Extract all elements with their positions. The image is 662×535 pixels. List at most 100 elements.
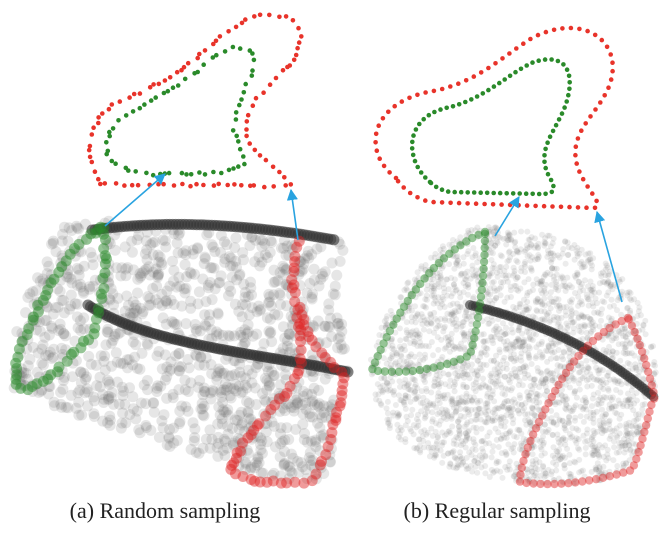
- sample-point: [426, 328, 432, 334]
- sample-point: [419, 311, 425, 317]
- contour-point: [549, 57, 554, 62]
- sample-point: [452, 370, 458, 376]
- sample-point: [396, 392, 402, 398]
- sample-point: [218, 404, 229, 415]
- sample-point: [500, 358, 506, 364]
- contour-point: [113, 161, 118, 166]
- sample-point: [591, 310, 597, 316]
- sample-point: [544, 359, 550, 365]
- sample-point: [533, 355, 539, 361]
- sample-point: [398, 294, 404, 300]
- contour-point: [561, 62, 566, 67]
- contour-point: [262, 185, 267, 190]
- sample-point: [572, 290, 578, 296]
- sample-point: [435, 377, 441, 383]
- sample-point: [73, 322, 84, 333]
- contour-point: [576, 205, 581, 210]
- contour-point: [136, 183, 141, 188]
- sample-point: [522, 307, 528, 313]
- sample-point: [327, 258, 338, 269]
- sample-point: [240, 287, 251, 298]
- sample-point: [565, 323, 571, 329]
- sample-point: [523, 422, 529, 428]
- sample-point: [326, 331, 337, 342]
- sample-point: [479, 426, 485, 432]
- sample-point: [631, 418, 637, 424]
- sample-point: [600, 279, 606, 285]
- sample-point: [471, 458, 477, 464]
- contour-point: [543, 147, 548, 152]
- sample-point: [435, 318, 441, 324]
- sample-point: [460, 382, 466, 388]
- sample-point: [328, 234, 339, 245]
- sample-point: [603, 261, 609, 267]
- sample-point: [160, 235, 171, 246]
- sample-point: [522, 400, 528, 406]
- sample-point: [265, 235, 276, 246]
- sample-point: [550, 377, 556, 383]
- sample-point: [102, 375, 113, 386]
- sample-point: [575, 427, 581, 433]
- sample-point: [589, 383, 595, 389]
- sample-point: [525, 372, 531, 378]
- sample-point: [562, 462, 568, 468]
- contour-point: [107, 134, 112, 139]
- sample-point: [388, 355, 394, 361]
- sample-point: [529, 404, 535, 410]
- sample-point: [253, 301, 264, 312]
- sample-point: [558, 456, 564, 462]
- sample-point: [502, 399, 508, 405]
- sample-point: [415, 419, 421, 425]
- contour-point: [234, 117, 239, 122]
- contour-point: [431, 200, 436, 205]
- sample-point: [617, 390, 623, 396]
- contour-point: [203, 172, 208, 177]
- sample-point: [397, 344, 403, 350]
- sample-point: [471, 436, 477, 442]
- contour-point: [96, 121, 101, 126]
- sample-point: [576, 469, 582, 475]
- contour-point: [381, 116, 386, 121]
- sample-point: [606, 388, 612, 394]
- sample-point: [101, 339, 112, 350]
- sample-point: [163, 432, 174, 443]
- sample-point: [521, 436, 527, 442]
- sample-point: [589, 266, 595, 272]
- section-point: [481, 230, 489, 238]
- sample-point: [579, 265, 585, 271]
- contour-point: [237, 103, 242, 108]
- sample-point: [211, 330, 222, 341]
- sample-point: [467, 394, 473, 400]
- sample-point: [490, 449, 496, 455]
- sample-point: [462, 271, 468, 277]
- sample-point: [441, 453, 447, 459]
- sample-point: [48, 352, 59, 363]
- sample-point: [199, 309, 210, 320]
- sample-point: [582, 323, 588, 329]
- contour-point: [574, 161, 579, 166]
- sample-point: [474, 470, 480, 476]
- sample-point: [420, 303, 426, 309]
- sample-point: [244, 310, 255, 321]
- sample-point: [605, 373, 611, 379]
- sample-point: [617, 358, 623, 364]
- sample-point: [173, 348, 184, 359]
- sample-point: [403, 286, 409, 292]
- contour-point: [238, 147, 243, 152]
- sample-point: [430, 433, 436, 439]
- contour-point: [543, 57, 548, 62]
- sample-point: [373, 391, 379, 397]
- sample-point: [279, 263, 290, 274]
- sample-point: [512, 400, 518, 406]
- contour-point: [576, 136, 581, 141]
- sample-point: [403, 336, 409, 342]
- sample-point: [241, 396, 252, 407]
- sample-point: [514, 434, 520, 440]
- contour-point: [373, 140, 378, 145]
- contour-point: [552, 28, 557, 33]
- sample-point: [152, 351, 163, 362]
- sample-point: [484, 393, 490, 399]
- sample-point: [601, 420, 607, 426]
- sample-point: [611, 444, 617, 450]
- sample-point: [169, 319, 180, 330]
